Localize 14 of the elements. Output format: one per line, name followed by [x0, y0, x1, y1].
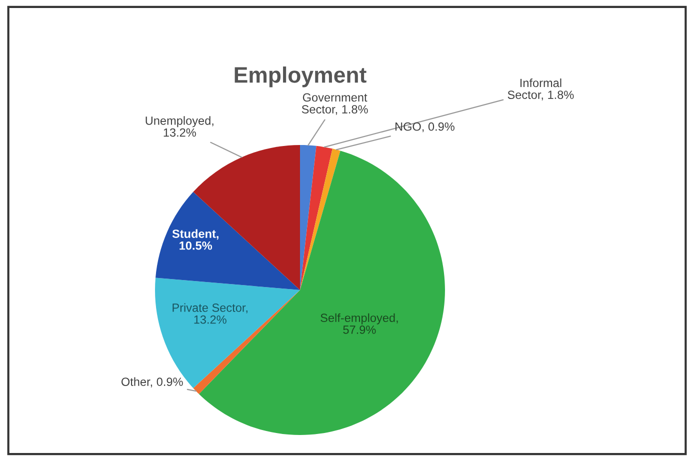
slice-label: Self-employed, 57.9%	[320, 313, 398, 334]
pie-slice	[300, 145, 316, 290]
pie-slice	[156, 192, 300, 290]
slice-label: Private Sector, 13.2%	[172, 303, 248, 324]
pie-slice	[155, 278, 300, 388]
slice-label: Informal Sector, 1.8%	[508, 78, 574, 100]
slice-label: Government Sector, 1.8%	[302, 93, 368, 115]
slice-label: Student, 10.5%	[172, 229, 218, 250]
pie-slice	[300, 146, 332, 290]
pie-slice	[300, 148, 340, 290]
slice-label: Other, 0.9%	[121, 377, 183, 388]
slice-label: NGO, 0.9%	[395, 122, 454, 132]
slice-label: Unemployed, 13.2%	[146, 116, 214, 137]
chart-title: Employment	[234, 66, 366, 88]
